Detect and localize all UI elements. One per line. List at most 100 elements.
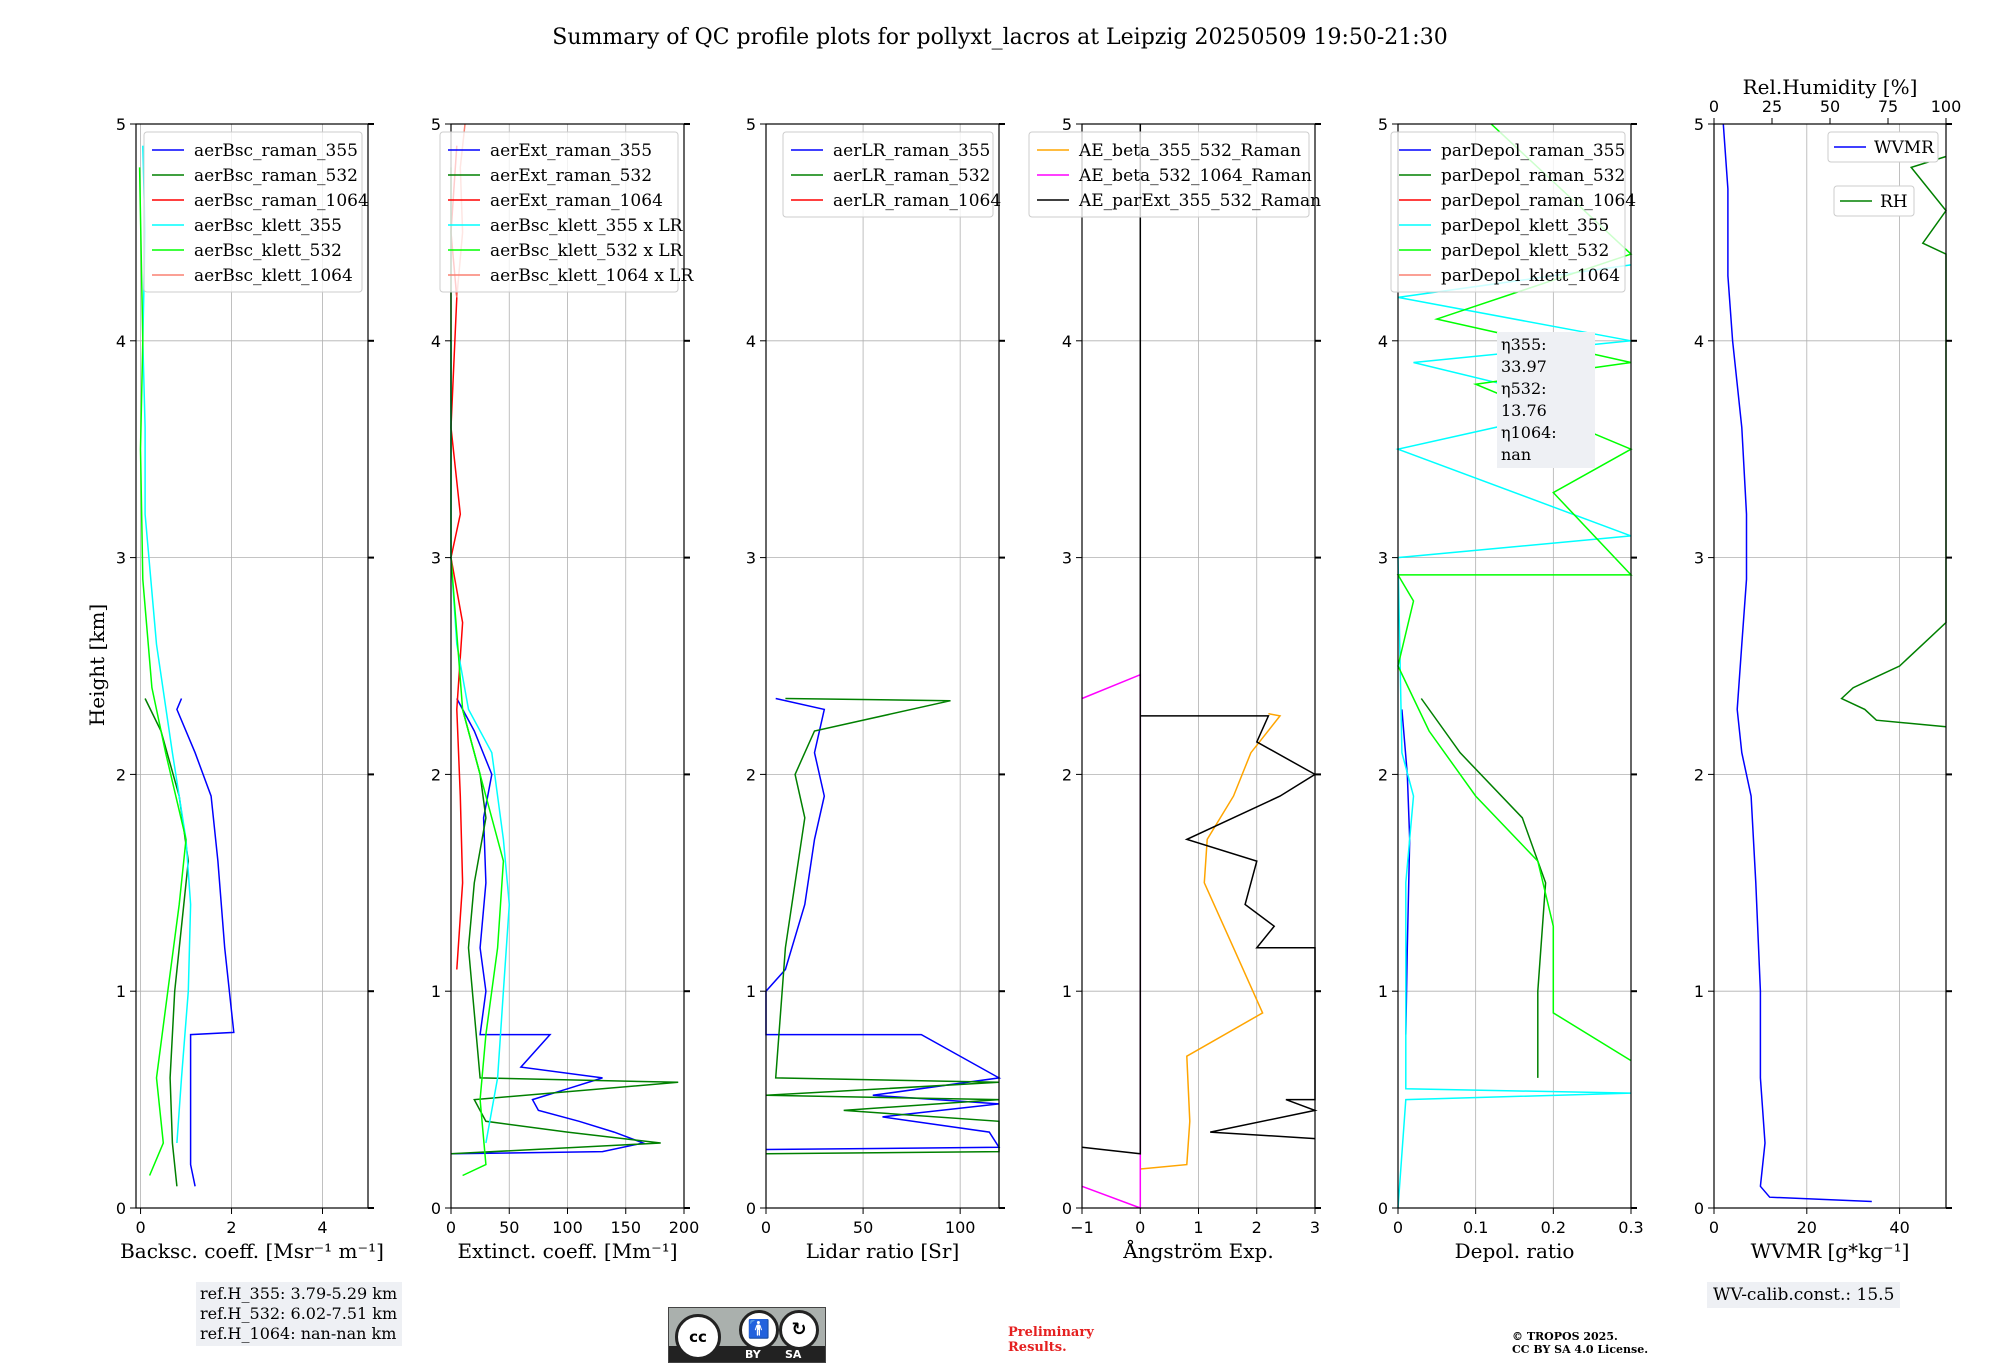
preliminary-note: Preliminary Results. — [1008, 1325, 1094, 1355]
panel-2: 0 50 100 150 200 0 1 2 3 4 5 Extinct. coeff. [Mm⁻¹]… — [431, 115, 699, 1263]
legend: AE_beta_355_532_Raman AE_beta_532_1064_Ra… — [1028, 131, 1321, 218]
series-line-AE_beta_355_532_Raman — [1140, 712, 1282, 1170]
y-tick-label: 3 — [1694, 549, 1704, 568]
series-line-aerLR_raman_532 — [765, 697, 1000, 1155]
legend-label: aerBsc_raman_355 — [194, 141, 358, 161]
legend-label: aerBsc_klett_355 x LR — [490, 216, 684, 236]
legend-label: AE_beta_355_532_Raman — [1078, 141, 1301, 161]
y-tick-label: 1 — [1062, 982, 1072, 1001]
legend-label: aerLR_raman_532 — [833, 166, 990, 186]
preliminary-line-1: Preliminary — [1008, 1325, 1094, 1340]
legend-label: aerBsc_klett_1064 x LR — [490, 266, 694, 286]
panel-frame — [1397, 123, 1632, 1209]
legend-label: aerLR_raman_355 — [833, 141, 990, 161]
x2-tick-label: 50 — [1820, 97, 1840, 116]
series-line-aerExt_raman_355 — [450, 698, 646, 1155]
x-tick-label: 20 — [1797, 1218, 1817, 1237]
x2-tick-label: 25 — [1762, 97, 1782, 116]
x-tick-label: 50 — [499, 1218, 519, 1237]
y-tick-label: 3 — [1378, 549, 1388, 568]
y-tick-label: 1 — [431, 982, 441, 1001]
legend: aerLR_raman_355 aerLR_raman_532 aerLR_rama… — [782, 131, 1001, 218]
legend-label: parDepol_klett_1064 — [1441, 266, 1620, 286]
legend-label: aerBsc_klett_532 x LR — [490, 241, 684, 261]
figure-title: Summary of QC profile plots for pollyxt_… — [552, 25, 1447, 50]
x-tick-label: 0 — [1393, 1218, 1403, 1237]
legend-box — [1390, 131, 1626, 293]
x-axis-label: Lidar ratio [Sr] — [806, 1239, 960, 1263]
x-tick-label: 0 — [1709, 1218, 1719, 1237]
legend-box — [1827, 131, 1939, 163]
legend-label: aerBsc_raman_1064 — [194, 191, 369, 211]
legend-label: parDepol_klett_355 — [1441, 216, 1609, 236]
series-line-aerBsc_klett_355 x LR — [450, 340, 511, 1144]
y-tick-label: 0 — [746, 1199, 756, 1218]
y-tick-label: 2 — [1694, 765, 1704, 784]
eta-1064: η1064: nan — [1501, 423, 1557, 464]
eta-532: η532: 13.76 — [1501, 379, 1547, 420]
legend: aerBsc_raman_355 aerBsc_raman_532 aerBsc_r… — [143, 131, 369, 293]
series-line-aerBsc_raman_532 — [144, 698, 190, 1187]
eta-box: η355: 33.97 η532: 13.76 η1064: nan — [1497, 332, 1595, 468]
x-tick-label: 2 — [1252, 1218, 1262, 1237]
x-tick-label: 4 — [317, 1218, 327, 1237]
x-axis-label: Backsc. coeff. [Msr⁻¹ m⁻¹] — [120, 1239, 384, 1263]
y-tick-label: 3 — [431, 549, 441, 568]
series-line-RH — [1840, 155, 1947, 728]
x-tick-label: 0 — [446, 1218, 456, 1237]
x2-tick-label: 75 — [1878, 97, 1898, 116]
legend-label: parDepol_raman_355 — [1441, 141, 1625, 161]
y-tick-label: 2 — [746, 765, 756, 784]
y-tick-label: 1 — [116, 982, 126, 1001]
legend-label: aerExt_raman_1064 — [490, 191, 663, 211]
series-line-parDepol_raman_532 — [1420, 698, 1547, 1078]
x-tick-label: 2 — [226, 1218, 236, 1237]
panel-frame — [1713, 123, 1947, 1209]
y-tick-label: 3 — [116, 549, 126, 568]
y-tick-label: 3 — [746, 549, 756, 568]
series-line-aerBsc_klett_532 — [138, 167, 187, 1176]
cc-license-badge: cc 🚹 ↻ BY SA — [668, 1307, 826, 1363]
share-alike-icon: ↻ — [779, 1310, 819, 1350]
y-tick-label: 4 — [116, 332, 126, 351]
panel-6: 0 20 40 0 1 2 3 4 5 WVMR [g*kg⁻¹] 0 25 50 75 100 Rel.Hu… — [1694, 75, 1961, 1263]
x-tick-label: 200 — [669, 1218, 700, 1237]
legend-label: WVMR — [1874, 138, 1935, 158]
preliminary-line-2: Results. — [1008, 1340, 1067, 1355]
x-tick-label: 100 — [552, 1218, 583, 1237]
legend-label: AE_beta_532_1064_Raman — [1078, 166, 1312, 186]
y-tick-label: 5 — [746, 115, 756, 134]
series-line-AE_beta_532_1064_Raman — [1081, 673, 1142, 1210]
y-tick-label: 1 — [1378, 982, 1388, 1001]
x-axis-label: WVMR [g*kg⁻¹] — [1751, 1239, 1910, 1263]
legend: parDepol_raman_355 parDepol_raman_532 parD… — [1390, 131, 1636, 293]
y-tick-label: 3 — [1062, 549, 1072, 568]
person-icon: 🚹 — [739, 1310, 779, 1350]
copyright-line-2: CC BY SA 4.0 License. — [1512, 1343, 1649, 1356]
cc-sa-label: SA — [785, 1348, 802, 1361]
x-tick-label: 1 — [1193, 1218, 1203, 1237]
legend-label: aerBsc_klett_532 — [194, 241, 342, 261]
y-tick-label: 4 — [1378, 332, 1388, 351]
legend-box — [1028, 131, 1310, 218]
x-tick-label: 0.1 — [1463, 1218, 1488, 1237]
y-tick-label: 5 — [116, 115, 126, 134]
series-line-AE_parExt_355_532_Raman — [1081, 124, 1318, 1155]
series-line-aerBsc_klett_532 x LR — [450, 167, 505, 1177]
y-tick-label: 4 — [1694, 332, 1704, 351]
y-tick-label: 1 — [1694, 982, 1704, 1001]
series-line-aerBsc_raman_355 — [176, 698, 235, 1187]
cc-by-label: BY — [745, 1348, 761, 1361]
y-tick-label: 0 — [1378, 1199, 1388, 1218]
legend-box — [439, 131, 679, 293]
x-tick-label: 50 — [853, 1218, 873, 1237]
legend-label: aerExt_raman_355 — [490, 141, 652, 161]
x-tick-label: 150 — [610, 1218, 641, 1237]
x-axis-label: Ångström Exp. — [1122, 1238, 1273, 1263]
panel-5: 0 0.1 0.2 0.3 0 1 2 3 4 5 Depol. ratio parDepol_ram… — [1378, 115, 1644, 1263]
panel-frame — [765, 123, 1000, 1209]
legend-label: aerBsc_raman_532 — [194, 166, 358, 186]
legend: aerExt_raman_355 aerExt_raman_532 aerExt_r… — [439, 131, 694, 293]
